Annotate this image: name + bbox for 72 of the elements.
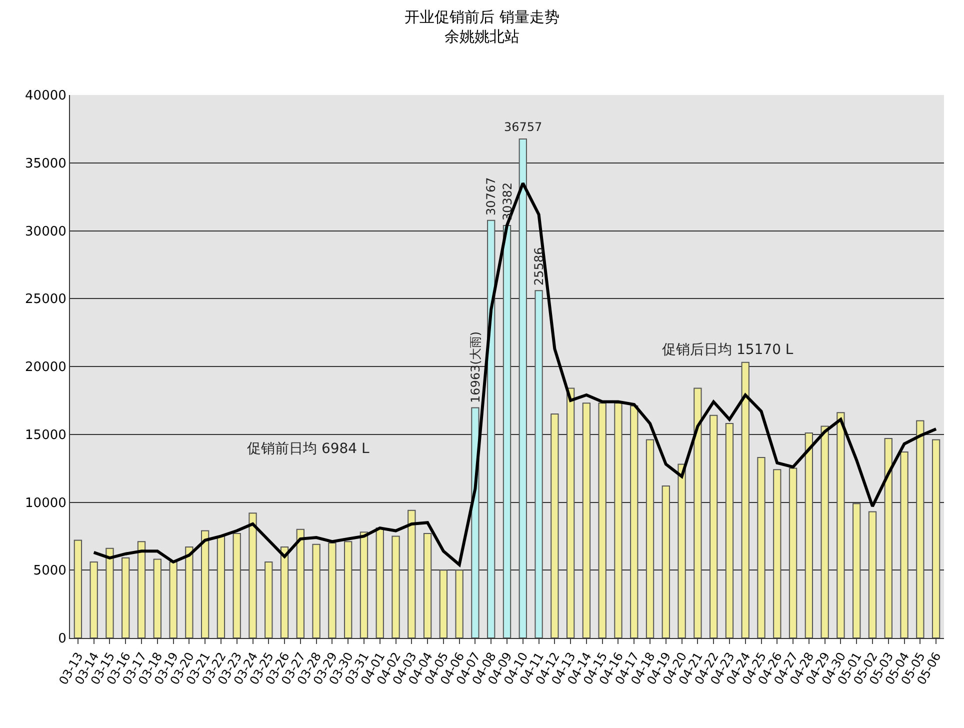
bar: [566, 388, 575, 638]
bar: [518, 138, 527, 638]
bar: [694, 388, 702, 638]
y-tick-label: 40000: [25, 88, 66, 104]
bar: [296, 528, 304, 638]
bar: [169, 561, 178, 638]
bar: [804, 432, 813, 638]
bar: [916, 420, 924, 638]
bar: [455, 570, 464, 638]
bar: [678, 464, 686, 638]
y-tick-label: 5000: [33, 564, 66, 579]
bar: [201, 530, 210, 638]
bar: [757, 456, 766, 638]
y-tick-label: 10000: [25, 496, 66, 511]
bar: [408, 510, 416, 638]
bar: [630, 405, 638, 638]
bar: [741, 362, 750, 638]
y-tick-label: 0: [58, 632, 66, 647]
bar: [360, 532, 368, 638]
y-tick-label: 15000: [25, 428, 66, 443]
bar: [487, 220, 496, 638]
bar: [725, 423, 734, 638]
bar: [614, 402, 622, 638]
bar: [423, 532, 432, 638]
annotation: 促销后日均 15170 L: [662, 342, 794, 358]
bar: [646, 439, 654, 638]
bar: [392, 536, 400, 638]
bar: [376, 528, 384, 638]
bar: [439, 570, 448, 638]
bar: [868, 511, 877, 638]
bar: [137, 541, 146, 638]
bar: [122, 557, 130, 638]
bar: [216, 536, 226, 638]
chart-subtitle: 余姚姚北站: [444, 27, 520, 46]
data-label: 25586: [532, 247, 546, 286]
bar: [185, 546, 194, 638]
y-tick-label: 20000: [25, 360, 66, 376]
bar: [788, 468, 798, 638]
bar: [932, 439, 940, 638]
bar: [662, 485, 670, 638]
bar: [280, 546, 289, 638]
bar: [232, 532, 241, 638]
bar: [820, 426, 829, 638]
data-label: 30382: [500, 182, 514, 221]
bar: [836, 412, 845, 638]
bar: [90, 561, 98, 638]
bar: [900, 452, 908, 638]
y-tick-label: 35000: [25, 156, 66, 172]
bar: [534, 290, 543, 638]
bar: [710, 414, 718, 638]
data-label: 16963(大雨): [468, 331, 482, 403]
bar: [74, 540, 82, 638]
bar: [550, 414, 559, 638]
bar: [264, 561, 273, 638]
y-tick-label: 25000: [25, 292, 66, 308]
bar: [598, 402, 606, 638]
chart-title: 开业促销前后 销量走势: [404, 8, 560, 26]
bar: [502, 225, 512, 638]
bar: [153, 558, 162, 638]
bar: [328, 542, 336, 638]
data-label: 30767: [484, 177, 498, 216]
bar: [582, 402, 591, 638]
bar: [106, 548, 114, 638]
bar: [344, 541, 352, 638]
bar: [248, 512, 257, 638]
y-tick-label: 30000: [25, 224, 66, 240]
bar: [312, 544, 320, 638]
data-label: 36757: [504, 120, 542, 134]
bar: [852, 503, 861, 638]
bar: [773, 469, 782, 638]
annotation: 促销前日均 6984 L: [247, 441, 370, 457]
bar: [884, 438, 892, 638]
